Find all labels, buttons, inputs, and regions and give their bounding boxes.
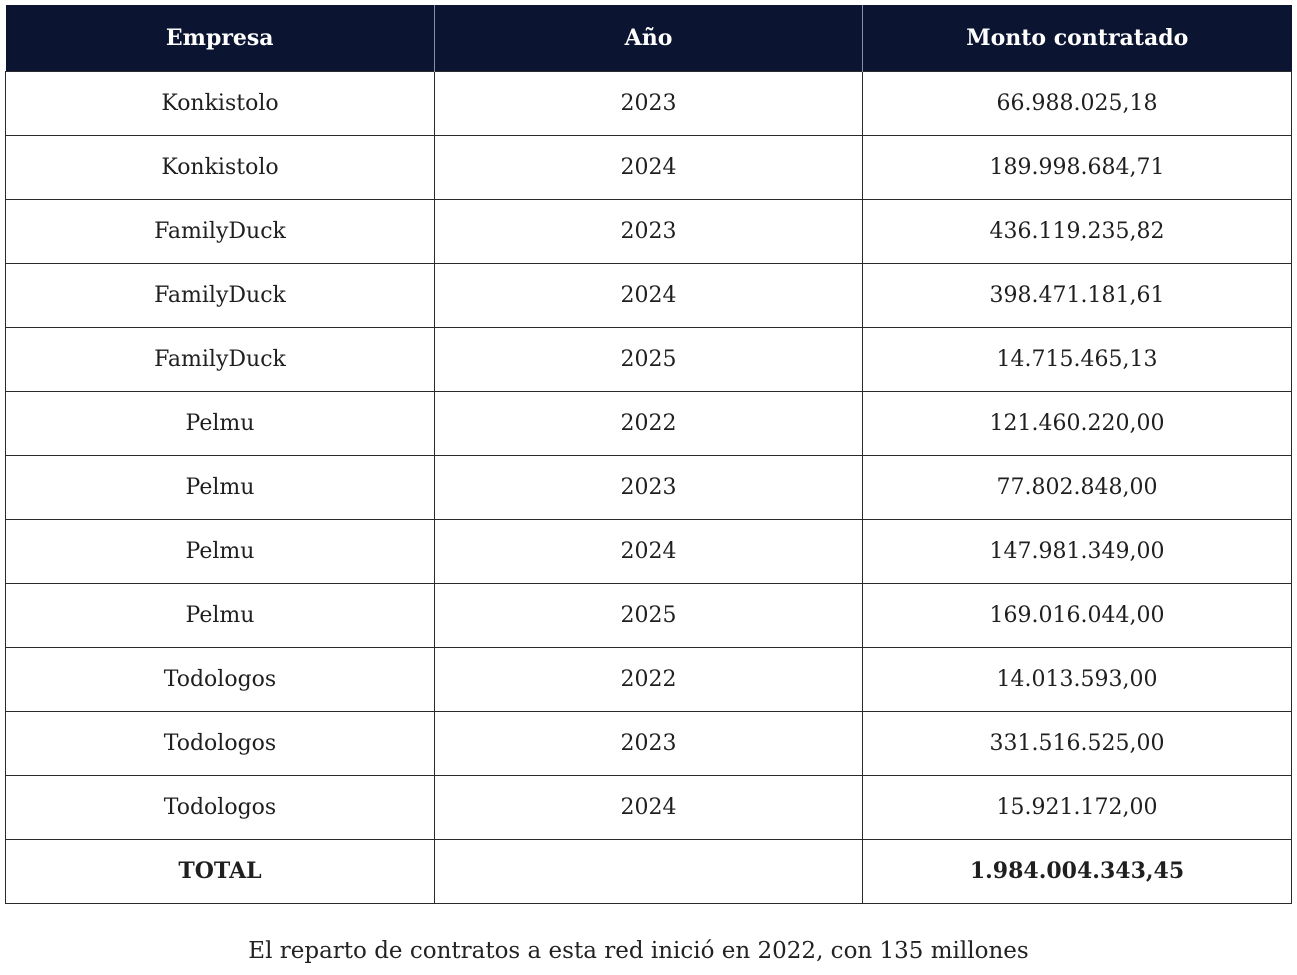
cell-ano: 2023 [434, 198, 863, 264]
cell-empresa: Pelmu [5, 518, 435, 584]
header-empresa: Empresa [5, 5, 435, 71]
table-row: Todologos 2023 331.516.525,00 [5, 710, 1292, 776]
cell-monto: 66.988.025,18 [862, 70, 1292, 136]
cell-monto: 14.013.593,00 [862, 646, 1292, 712]
cell-monto: 331.516.525,00 [862, 710, 1292, 776]
total-empty-cell [434, 838, 863, 904]
table-row: Pelmu 2023 77.802.848,00 [5, 454, 1292, 520]
cell-monto: 436.119.235,82 [862, 198, 1292, 264]
cell-ano: 2025 [434, 326, 863, 392]
cell-ano: 2023 [434, 70, 863, 136]
table-row: FamilyDuck 2025 14.715.465,13 [5, 326, 1292, 392]
cell-ano: 2022 [434, 390, 863, 456]
table-row: Konkistolo 2023 66.988.025,18 [5, 70, 1292, 136]
cell-ano: 2024 [434, 134, 863, 200]
cell-monto: 77.802.848,00 [862, 454, 1292, 520]
cell-ano: 2024 [434, 774, 863, 840]
contracts-table: Empresa Año Monto contratado Konkistolo … [5, 5, 1292, 904]
cell-ano: 2025 [434, 582, 863, 648]
cell-monto: 169.016.044,00 [862, 582, 1292, 648]
cell-empresa: Konkistolo [5, 70, 435, 136]
cell-ano: 2022 [434, 646, 863, 712]
header-monto: Monto contratado [862, 5, 1292, 71]
cell-ano: 2024 [434, 518, 863, 584]
table-row: Pelmu 2022 121.460.220,00 [5, 390, 1292, 456]
cell-empresa: FamilyDuck [5, 326, 435, 392]
cell-empresa: Todologos [5, 646, 435, 712]
cell-empresa: FamilyDuck [5, 262, 435, 328]
table-row: Konkistolo 2024 189.998.684,71 [5, 134, 1292, 200]
table-row: FamilyDuck 2023 436.119.235,82 [5, 198, 1292, 264]
cell-empresa: Pelmu [5, 582, 435, 648]
cell-empresa: Konkistolo [5, 134, 435, 200]
table-row: Todologos 2024 15.921.172,00 [5, 774, 1292, 840]
cell-ano: 2023 [434, 454, 863, 520]
header-row: Empresa Año Monto contratado [5, 5, 1292, 71]
cell-monto: 15.921.172,00 [862, 774, 1292, 840]
total-amount: 1.984.004.343,45 [862, 838, 1292, 904]
cell-empresa: Todologos [5, 710, 435, 776]
cell-monto: 189.998.684,71 [862, 134, 1292, 200]
cell-ano: 2023 [434, 710, 863, 776]
table-row: FamilyDuck 2024 398.471.181,61 [5, 262, 1292, 328]
cell-empresa: Pelmu [5, 390, 435, 456]
table-body: Konkistolo 2023 66.988.025,18 Konkistolo… [5, 70, 1292, 904]
cell-empresa: Pelmu [5, 454, 435, 520]
contracts-table-container: Empresa Año Monto contratado Konkistolo … [5, 5, 1292, 904]
table-row: Pelmu 2024 147.981.349,00 [5, 518, 1292, 584]
header-ano: Año [434, 5, 863, 71]
table-row: Pelmu 2025 169.016.044,00 [5, 582, 1292, 648]
total-label: TOTAL [5, 838, 435, 904]
table-row: Todologos 2022 14.013.593,00 [5, 646, 1292, 712]
cell-monto: 147.981.349,00 [862, 518, 1292, 584]
table-header: Empresa Año Monto contratado [5, 5, 1292, 71]
cell-monto: 121.460.220,00 [862, 390, 1292, 456]
cell-monto: 14.715.465,13 [862, 326, 1292, 392]
cell-empresa: FamilyDuck [5, 198, 435, 264]
cell-monto: 398.471.181,61 [862, 262, 1292, 328]
cell-empresa: Todologos [5, 774, 435, 840]
total-row: TOTAL 1.984.004.343,45 [5, 838, 1292, 904]
caption-text: El reparto de contratos a esta red inici… [248, 938, 1029, 964]
cell-ano: 2024 [434, 262, 863, 328]
